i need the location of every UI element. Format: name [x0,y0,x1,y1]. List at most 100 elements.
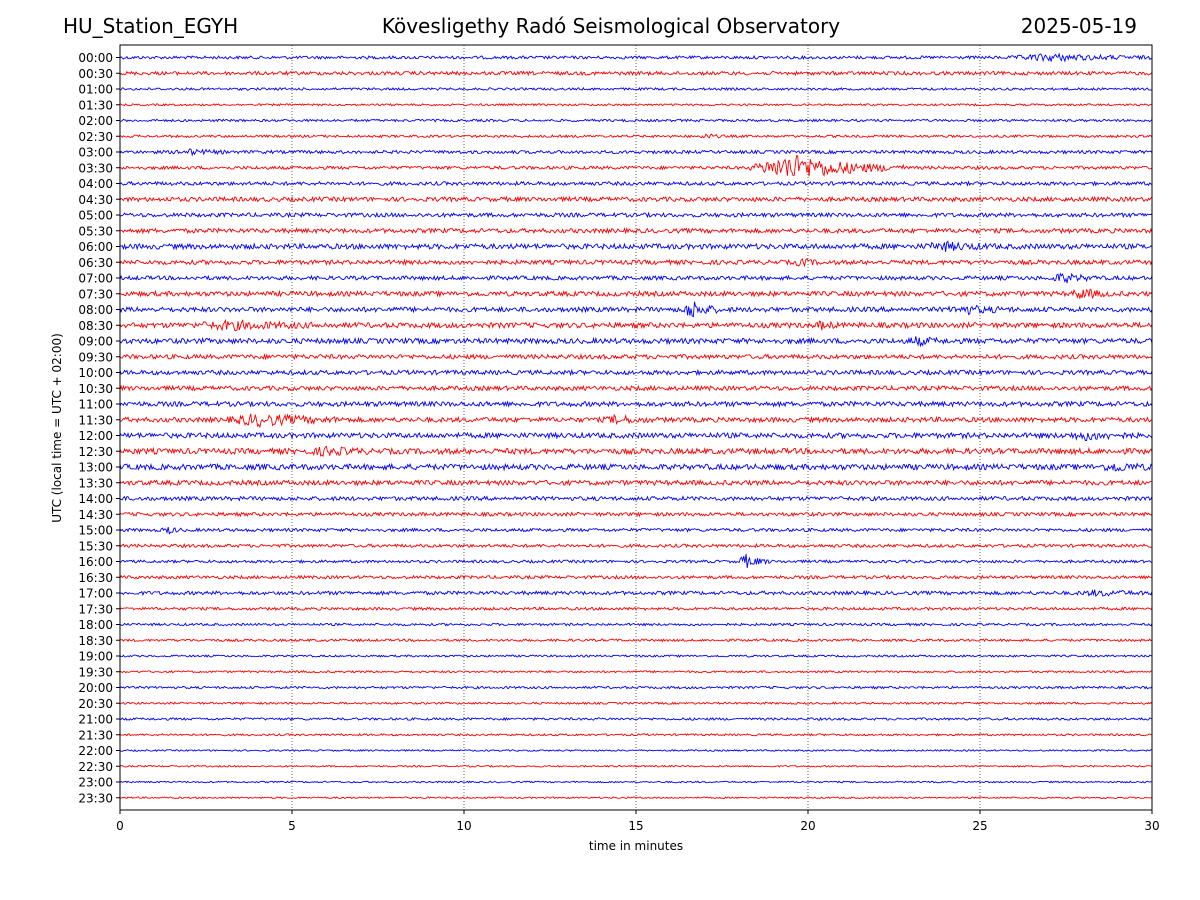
trace-0900 [119,336,1153,348]
trace-0100 [119,86,1153,92]
y-tick-label: 09:00 [78,335,113,349]
y-tick-label: 06:30 [78,256,113,270]
trace-0000 [119,52,1153,63]
y-tick-label: 18:00 [78,618,113,632]
y-tick-label: 16:30 [78,571,113,585]
station-label: HU_Station_EGYH [63,14,239,38]
y-tick-label: 19:00 [78,650,113,664]
y-tick-label: 03:30 [78,161,113,175]
y-tick-label: 12:00 [78,429,113,443]
trace-1500 [119,527,1153,535]
trace-0230 [119,133,1153,139]
x-tick-label: 25 [972,819,987,833]
x-tick-label: 30 [1144,819,1159,833]
y-tick-label: 04:00 [78,177,113,191]
trace-2130 [119,732,1153,737]
trace-1230 [119,445,1153,457]
y-tick-label: 13:00 [78,461,113,475]
y-tick-label: 17:00 [78,587,113,601]
y-tick-label: 18:30 [78,634,113,648]
trace-0400 [119,180,1153,187]
x-tick-label: 20 [800,819,815,833]
trace-1200 [119,431,1153,442]
y-tick-label: 01:30 [78,98,113,112]
y-tick-label: 07:30 [78,287,113,301]
y-tick-label: 15:00 [78,524,113,538]
y-tick-label: 10:00 [78,366,113,380]
y-tick-label: 02:30 [78,130,113,144]
trace-0530 [119,226,1153,235]
x-axis-ticks: 0 5 10 15 20 25 30 [116,810,1160,833]
y-tick-label: 02:00 [78,114,113,128]
y-tick-label: 00:30 [78,67,113,81]
y-tick-label: 15:30 [78,539,113,553]
trace-0130 [119,102,1153,107]
y-tick-label: 08:30 [78,319,113,333]
trace-2300 [119,780,1153,784]
y-tick-label: 17:30 [78,602,113,616]
trace-2200 [119,749,1153,752]
trace-0730 [119,288,1153,300]
trace-1830 [119,638,1153,643]
grid-lines [291,45,981,810]
y-tick-label: 14:00 [78,492,113,506]
y-tick-label: 16:00 [78,555,113,569]
trace-1930 [119,670,1153,674]
trace-1400 [119,495,1153,502]
seismic-traces [119,52,1153,800]
trace-0930 [119,353,1153,361]
trace-0500 [119,211,1153,219]
trace-1430 [119,511,1153,518]
y-tick-label: 05:00 [78,209,113,223]
trace-2100 [119,716,1153,722]
trace-0200 [119,118,1153,123]
y-tick-label: 08:00 [78,303,113,317]
y-tick-label: 11:00 [78,398,113,412]
y-tick-label: 23:30 [78,791,113,805]
plot-frame [119,44,1153,811]
x-tick-label: 0 [116,819,124,833]
y-tick-label: 20:00 [78,681,113,695]
trace-0600 [119,240,1153,252]
trace-0030 [119,70,1153,77]
trace-1600 [119,554,1153,569]
trace-1530 [119,542,1153,549]
trace-1100 [119,400,1153,409]
chart-title: Kövesligethy Radó Seismological Observat… [381,14,841,38]
trace-0300 [119,148,1153,157]
trace-2030 [119,701,1153,706]
y-tick-label: 11:30 [78,413,113,427]
x-tick-label: 5 [288,819,296,833]
y-axis-label: UTC (local time = UTC + 02:00) [50,333,64,523]
trace-0700 [119,272,1153,284]
y-tick-label: 12:30 [78,445,113,459]
y-tick-label: 01:00 [78,83,113,97]
trace-1030 [119,384,1153,392]
trace-1630 [119,574,1153,580]
y-tick-label: 20:30 [78,697,113,711]
y-tick-label: 10:30 [78,382,113,396]
trace-0800 [119,301,1153,318]
trace-0430 [119,195,1153,203]
trace-0830 [119,318,1153,332]
y-tick-label: 07:00 [78,272,113,286]
x-tick-label: 10 [456,819,471,833]
y-tick-label: 05:30 [78,224,113,238]
y-tick-label: 00:00 [78,51,113,65]
trace-1130 [119,413,1153,429]
y-tick-label: 21:30 [78,728,113,742]
trace-1900 [119,654,1153,658]
y-tick-label: 04:30 [78,193,113,207]
trace-2230 [119,764,1153,768]
x-tick-label: 15 [628,819,643,833]
y-tick-label: 03:00 [78,146,113,160]
date-label: 2025-05-19 [1020,14,1137,38]
y-tick-label: 21:00 [78,713,113,727]
y-tick-label: 14:30 [78,508,113,522]
trace-1730 [119,606,1153,612]
trace-1800 [119,622,1153,627]
y-tick-label: 09:30 [78,350,113,364]
y-tick-label: 22:30 [78,760,113,774]
